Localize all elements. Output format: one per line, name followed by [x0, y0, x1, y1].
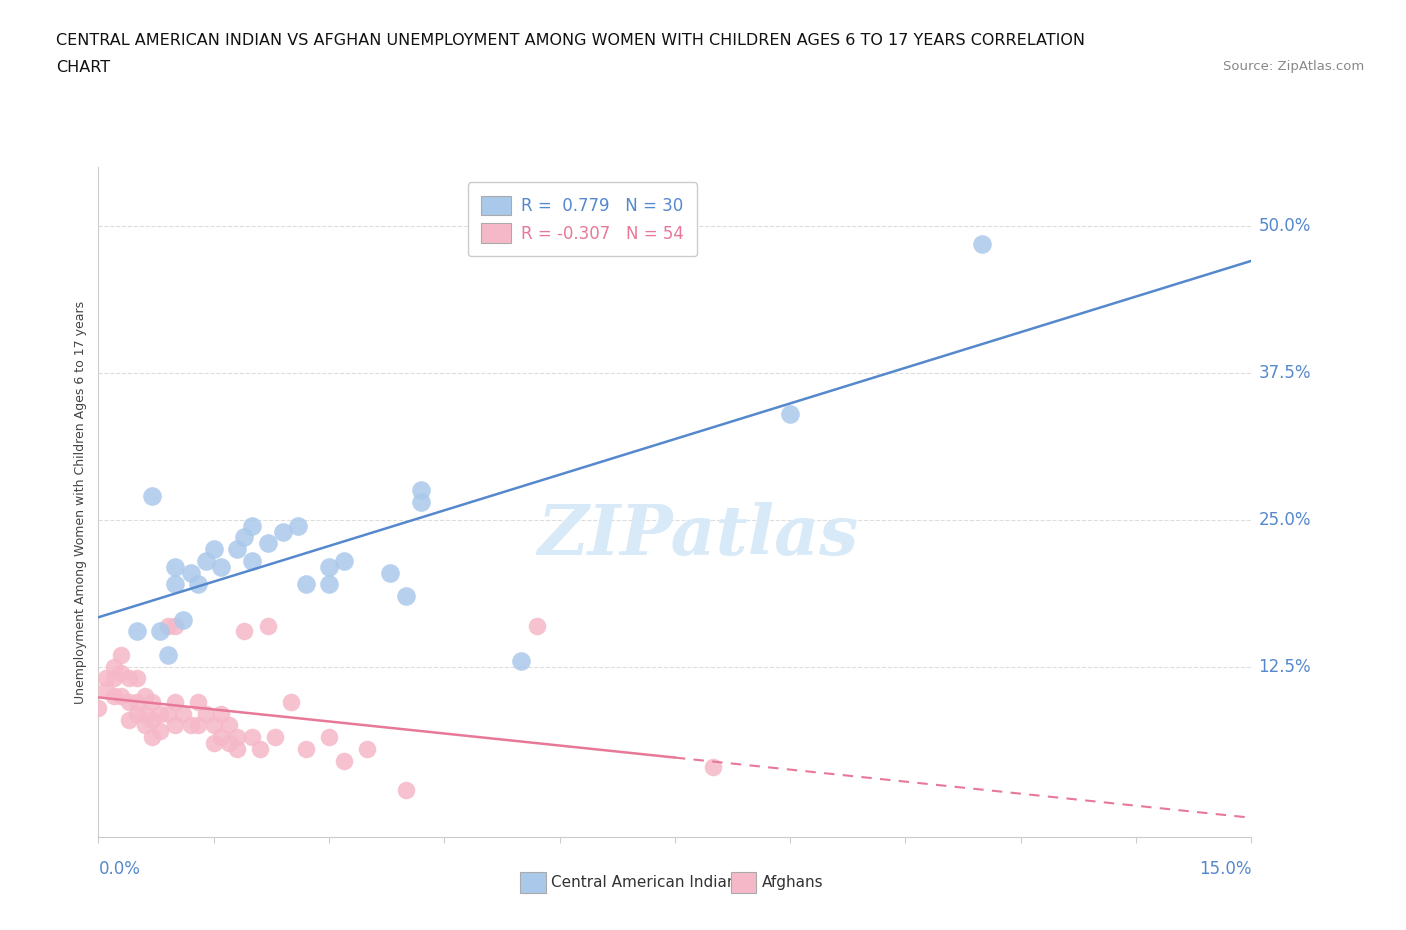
Point [218, 718, 240, 733]
Point [295, 577, 318, 591]
Point [141, 489, 163, 504]
Point [165, 577, 187, 591]
Point [149, 724, 172, 738]
Text: 15.0%: 15.0% [1199, 860, 1251, 878]
Point [702, 759, 724, 774]
Point [333, 553, 356, 568]
Point [225, 542, 247, 557]
Point [249, 741, 271, 756]
Point [87, 700, 110, 715]
Point [225, 730, 247, 745]
Point [280, 695, 302, 710]
Point [125, 671, 148, 685]
Point [195, 706, 218, 721]
Point [141, 730, 163, 745]
Text: Source: ZipAtlas.com: Source: ZipAtlas.com [1223, 60, 1364, 73]
Point [779, 406, 801, 421]
Point [125, 624, 148, 639]
Point [972, 236, 994, 251]
Point [318, 730, 340, 745]
Point [209, 706, 232, 721]
Point [149, 706, 172, 721]
Point [94, 671, 117, 685]
Point [141, 695, 163, 710]
Point [526, 618, 548, 633]
Point [187, 695, 209, 710]
Point [318, 559, 340, 574]
Point [180, 565, 202, 580]
Point [172, 706, 194, 721]
Point [256, 618, 278, 633]
Point [134, 718, 156, 733]
Point [240, 553, 263, 568]
Point [156, 647, 179, 662]
Point [165, 695, 187, 710]
Point [202, 718, 225, 733]
Point [118, 671, 141, 685]
Point [240, 730, 263, 745]
Point [218, 736, 240, 751]
Point [356, 741, 378, 756]
Point [209, 730, 232, 745]
Point [395, 589, 418, 604]
Point [134, 688, 156, 703]
Text: ZIPatlas: ZIPatlas [537, 502, 859, 569]
Point [156, 618, 179, 633]
Y-axis label: Unemployment Among Women with Children Ages 6 to 17 years: Unemployment Among Women with Children A… [75, 300, 87, 704]
Point [103, 671, 125, 685]
Text: Afghans: Afghans [762, 875, 824, 890]
Point [187, 718, 209, 733]
Legend: R =  0.779   N = 30, R = -0.307   N = 54: R = 0.779 N = 30, R = -0.307 N = 54 [468, 182, 697, 256]
Point [287, 518, 309, 533]
Point [187, 577, 209, 591]
Point [195, 553, 218, 568]
Point [94, 683, 117, 698]
Point [202, 542, 225, 557]
Point [510, 654, 533, 669]
Point [395, 782, 418, 797]
Point [165, 718, 187, 733]
Text: CHART: CHART [56, 60, 110, 75]
Point [411, 483, 433, 498]
Point [110, 688, 132, 703]
Point [165, 618, 187, 633]
Point [233, 530, 256, 545]
Point [225, 741, 247, 756]
Point [233, 624, 256, 639]
Text: 25.0%: 25.0% [1258, 511, 1310, 529]
Point [264, 730, 287, 745]
Text: CENTRAL AMERICAN INDIAN VS AFGHAN UNEMPLOYMENT AMONG WOMEN WITH CHILDREN AGES 6 : CENTRAL AMERICAN INDIAN VS AFGHAN UNEMPL… [56, 33, 1085, 47]
Point [180, 718, 202, 733]
Text: 0.0%: 0.0% [98, 860, 141, 878]
Point [380, 565, 402, 580]
Point [103, 659, 125, 674]
Point [209, 559, 232, 574]
Text: 50.0%: 50.0% [1258, 217, 1310, 235]
Point [118, 695, 141, 710]
Point [125, 695, 148, 710]
Point [141, 712, 163, 727]
Point [103, 688, 125, 703]
Point [271, 525, 294, 539]
Point [110, 647, 132, 662]
Point [110, 665, 132, 680]
Text: Central American Indians: Central American Indians [551, 875, 745, 890]
Point [165, 559, 187, 574]
Text: 37.5%: 37.5% [1258, 364, 1310, 382]
Point [202, 736, 225, 751]
Point [411, 495, 433, 510]
Point [134, 706, 156, 721]
Point [318, 577, 340, 591]
Point [125, 706, 148, 721]
Point [118, 712, 141, 727]
Point [172, 612, 194, 627]
Point [256, 536, 278, 551]
Point [149, 624, 172, 639]
Point [333, 753, 356, 768]
Point [240, 518, 263, 533]
Text: 12.5%: 12.5% [1258, 658, 1310, 676]
Point [295, 741, 318, 756]
Point [156, 706, 179, 721]
